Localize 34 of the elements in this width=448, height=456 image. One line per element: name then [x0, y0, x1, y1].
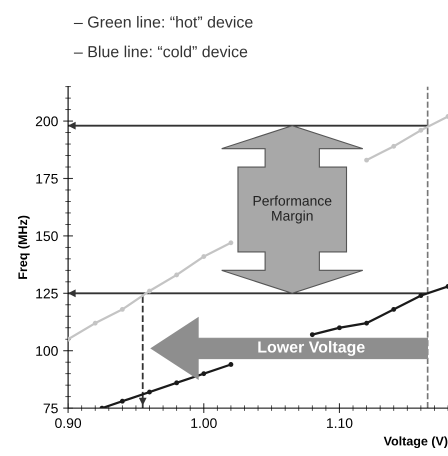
- point: [391, 306, 396, 312]
- point: [201, 254, 206, 259]
- point: [174, 380, 180, 386]
- text: – Green line: “hot” device: [74, 16, 253, 28]
- point: [147, 288, 152, 294]
- annotation: Performance Margin: [254, 196, 332, 224]
- point: [174, 272, 180, 278]
- text: – Blue line: “cold” device: [74, 46, 248, 58]
- y-tick-label: 200: [36, 116, 58, 126]
- x-tick-label: 1.10: [327, 418, 352, 428]
- y-tick-label: 100: [36, 346, 58, 356]
- y-axis-title: Freq (MHz): [18, 216, 30, 279]
- y-tick-label: 75: [44, 404, 58, 414]
- point: [418, 293, 424, 298]
- point: [310, 332, 315, 338]
- point: [120, 398, 125, 404]
- point: [391, 144, 396, 149]
- x-tick-label: 1.00: [191, 418, 217, 428]
- point: [228, 362, 234, 367]
- point: [120, 306, 125, 312]
- point: [201, 371, 206, 376]
- point: [228, 240, 234, 246]
- point: [147, 390, 152, 394]
- y-tick-label: 175: [36, 174, 58, 184]
- y-tick-label: 150: [36, 231, 58, 242]
- point: [418, 128, 424, 133]
- annotation: Lower Voltage: [258, 340, 365, 356]
- x-axis-title: Voltage (V): [384, 436, 448, 448]
- point: [364, 158, 370, 163]
- y-tick-label: 125: [36, 288, 58, 298]
- point: [337, 325, 342, 330]
- point: [92, 320, 98, 326]
- x-tick-label: 0.90: [55, 418, 82, 428]
- point: [364, 320, 370, 326]
